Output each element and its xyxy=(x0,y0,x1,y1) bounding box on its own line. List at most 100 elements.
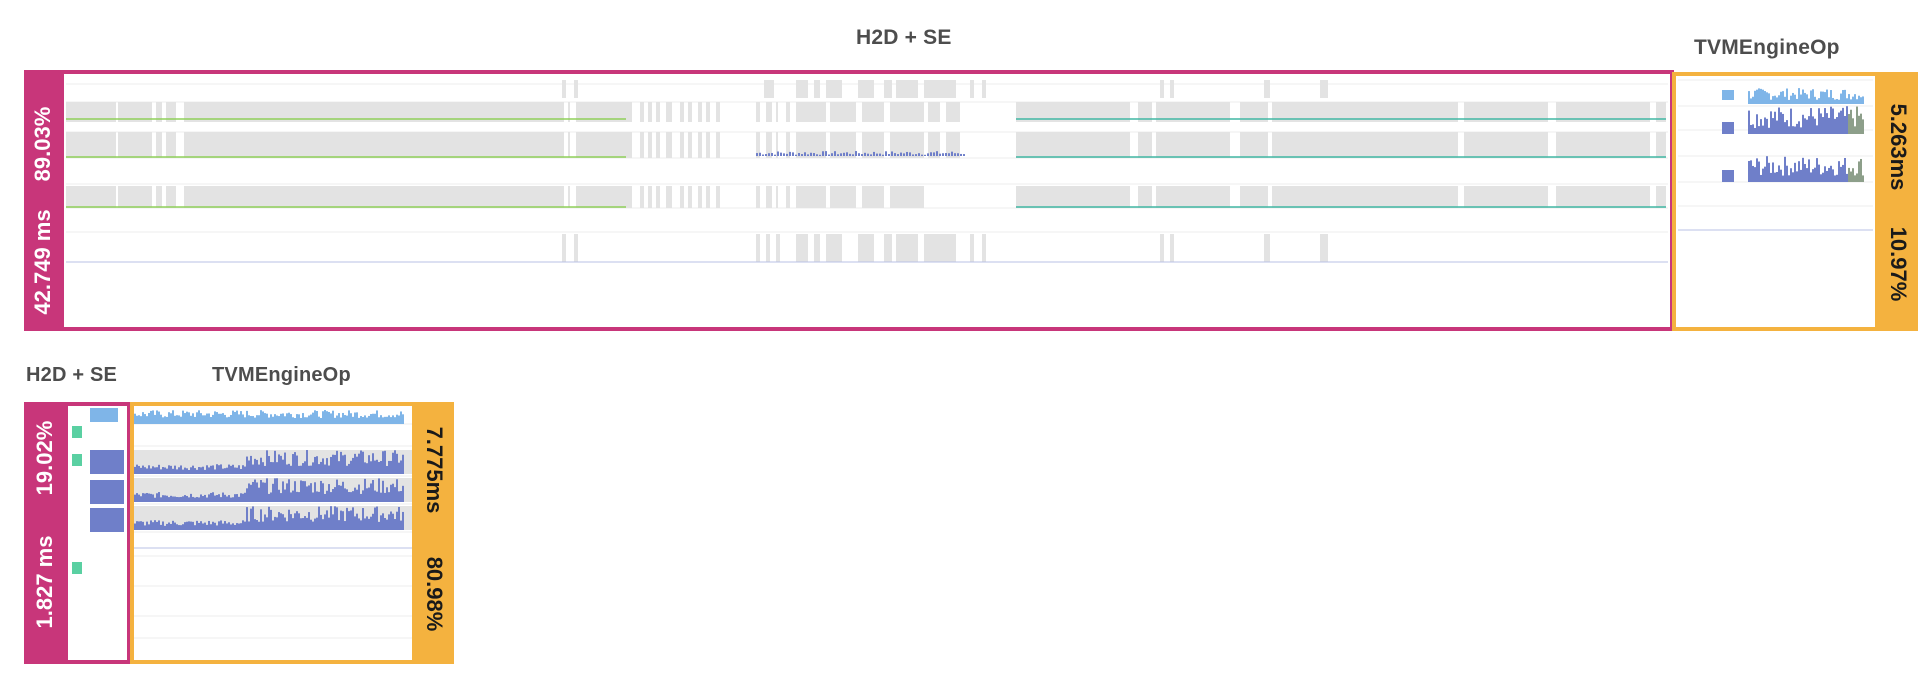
kernel-bar xyxy=(1786,120,1788,134)
kernel-bar xyxy=(1840,93,1842,104)
kernel-bar xyxy=(164,495,166,502)
kernel-bar xyxy=(134,466,136,474)
kernel-bar xyxy=(380,515,382,530)
kernel-bar xyxy=(202,415,204,424)
kernel-bar xyxy=(378,462,380,474)
span-block xyxy=(1016,102,1130,122)
span-block xyxy=(680,132,684,158)
kernel-bar xyxy=(360,416,362,424)
kernel-bar xyxy=(72,562,82,574)
kernel-bar xyxy=(186,411,188,424)
kernel-bar xyxy=(384,492,386,502)
kernel-spike xyxy=(834,151,836,156)
span-block xyxy=(796,102,826,122)
kernel-bar xyxy=(284,489,286,502)
kernel-bar xyxy=(1806,168,1808,182)
kernel-bar xyxy=(398,506,400,530)
span-block xyxy=(1240,186,1268,208)
kernel-bar xyxy=(240,468,242,474)
kernel-spike xyxy=(840,153,842,156)
kernel-bar xyxy=(194,497,196,502)
kernel-bar xyxy=(298,465,300,474)
kernel-bar xyxy=(182,410,184,424)
kernel-bar xyxy=(1846,173,1848,182)
kernel-spike xyxy=(927,153,929,156)
kernel-bar xyxy=(358,484,360,502)
kernel-bar xyxy=(230,497,232,502)
kernel-bar xyxy=(202,496,204,502)
kernel-bar xyxy=(148,465,150,474)
kernel-bar xyxy=(222,413,224,424)
kernel-bar xyxy=(342,481,344,502)
span-block xyxy=(118,132,152,158)
kernel-bar xyxy=(1816,99,1818,104)
kernel-bar xyxy=(160,414,162,424)
kernel-bar xyxy=(212,521,214,530)
kernel-spike xyxy=(771,152,773,156)
span-block xyxy=(776,102,778,122)
kernel-bar xyxy=(226,496,228,502)
kernel-bar xyxy=(1818,164,1820,182)
kernel-bar xyxy=(228,416,230,424)
kernel-bar xyxy=(240,411,242,424)
span-block xyxy=(1160,80,1164,98)
kernel-bar xyxy=(244,492,246,502)
kernel-bar xyxy=(326,411,328,424)
kernel-bar xyxy=(1816,125,1818,134)
kernel-bar xyxy=(338,413,340,424)
kernel-bar xyxy=(260,509,262,530)
kernel-bar xyxy=(294,513,296,530)
kernel-bar xyxy=(1832,169,1834,182)
kernel-bar xyxy=(140,521,142,530)
kernel-bar xyxy=(1852,168,1854,182)
kernel-bar xyxy=(282,514,284,530)
kernel-bar xyxy=(166,495,168,502)
kernel-bar xyxy=(262,521,264,530)
kernel-bar xyxy=(90,508,124,532)
kernel-spike xyxy=(870,154,872,156)
kernel-bar xyxy=(192,413,194,424)
span-block xyxy=(640,132,644,158)
kernel-bar xyxy=(364,415,366,424)
kernel-spike xyxy=(780,152,782,156)
kernel-bar xyxy=(238,414,240,424)
kernel-bar xyxy=(1780,112,1782,134)
kernel-bar xyxy=(152,494,154,502)
top-tvm-region-frame xyxy=(1672,72,1879,331)
kernel-bar xyxy=(1790,168,1792,182)
kernel-bar xyxy=(1856,173,1858,182)
kernel-bar xyxy=(1778,107,1780,134)
span-block xyxy=(1272,132,1458,158)
kernel-bar xyxy=(270,509,272,530)
span-block xyxy=(814,80,820,98)
kernel-bar xyxy=(140,496,142,502)
kernel-bar xyxy=(378,478,380,502)
kernel-bar xyxy=(1792,126,1794,134)
span-block xyxy=(156,186,162,208)
span-block xyxy=(1464,186,1548,208)
kernel-bar xyxy=(1752,165,1754,182)
kernel-bar xyxy=(1840,166,1842,182)
kernel-bar xyxy=(1862,119,1864,134)
kernel-bar xyxy=(1830,90,1832,104)
kernel-bar xyxy=(1858,95,1860,104)
kernel-bar xyxy=(324,410,326,424)
kernel-bar xyxy=(302,481,304,502)
kernel-spike xyxy=(864,152,866,156)
kernel-spike xyxy=(912,154,914,156)
kernel-spike xyxy=(789,151,791,156)
kernel-spike xyxy=(828,154,830,156)
span-block xyxy=(156,132,162,158)
kernel-bar xyxy=(1754,127,1756,134)
kernel-bar xyxy=(190,467,192,474)
kernel-bar xyxy=(1802,89,1804,104)
kernel-bar xyxy=(166,523,168,530)
kernel-bar xyxy=(1804,164,1806,182)
kernel-bar xyxy=(314,518,316,530)
span-block xyxy=(970,80,974,98)
top-tvm-label-bar: 5.263ms 10.97% xyxy=(1878,72,1918,331)
span-block xyxy=(1464,102,1548,122)
kernel-bar xyxy=(392,513,394,530)
kernel-bar xyxy=(250,455,252,474)
kernel-bar xyxy=(1770,99,1772,104)
